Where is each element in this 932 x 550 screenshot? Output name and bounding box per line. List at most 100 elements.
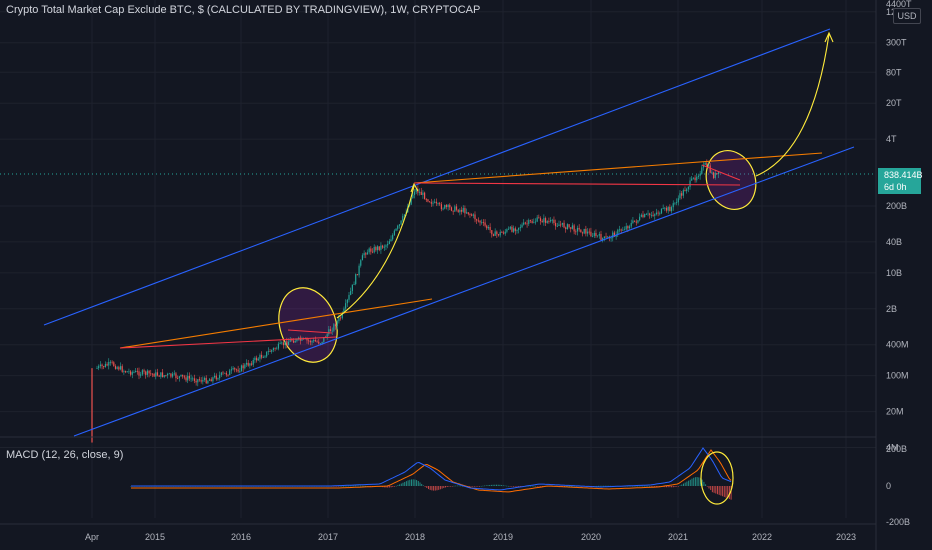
macd-histogram-bar xyxy=(722,486,724,497)
macd-histogram-bar xyxy=(570,485,572,487)
candle-body xyxy=(202,379,204,382)
candle-body xyxy=(714,173,716,178)
candle-body xyxy=(622,229,624,231)
macd-histogram-bar xyxy=(606,485,608,487)
candle-body xyxy=(551,219,553,221)
candle-body xyxy=(150,373,152,375)
candle-body xyxy=(175,373,177,379)
candle-body xyxy=(707,165,710,167)
candle-body xyxy=(138,371,140,376)
red-line-2018 xyxy=(413,182,741,186)
macd-histogram-bar xyxy=(694,477,696,486)
currency-badge[interactable]: USD xyxy=(893,8,921,24)
candle-body xyxy=(108,361,110,366)
candle-body xyxy=(408,204,411,207)
candle-body xyxy=(682,190,684,196)
candle-body xyxy=(190,378,192,380)
macd-histogram-bar xyxy=(390,486,392,488)
candle-body xyxy=(187,375,189,381)
candle-body xyxy=(492,234,495,236)
macd-histogram-bar xyxy=(674,486,676,488)
candle-body xyxy=(148,370,150,374)
candle-body xyxy=(504,231,506,234)
macd-histogram-bar xyxy=(448,486,450,487)
candle-body xyxy=(538,217,540,219)
macd-histogram-bar xyxy=(666,486,667,488)
macd-histogram-bar xyxy=(451,486,453,487)
candle-body xyxy=(471,214,473,216)
macd-histogram-bar xyxy=(428,486,429,490)
macd-histogram-bar xyxy=(677,486,679,487)
candle-body xyxy=(445,205,448,207)
macd-histogram-bar xyxy=(509,486,511,487)
candle-body xyxy=(153,373,155,377)
candle-body xyxy=(244,364,246,369)
candle-body xyxy=(356,274,358,276)
macd-histogram-bar xyxy=(638,485,640,487)
y-tick-label: 4M xyxy=(886,443,899,453)
macd-histogram-bar xyxy=(691,478,693,486)
candle-body xyxy=(363,253,365,256)
y-tick-label: 200B xyxy=(886,201,907,211)
macd-histogram-bar xyxy=(664,486,666,488)
candle-body xyxy=(670,207,673,212)
x-tick-label: Apr xyxy=(85,532,99,542)
candle-body xyxy=(274,348,276,350)
candle-body xyxy=(534,221,537,223)
macd-histogram-bar xyxy=(499,484,501,486)
candle-body xyxy=(466,212,468,214)
macd-histogram-bar xyxy=(501,485,503,486)
candle-body xyxy=(640,214,642,217)
candle-body xyxy=(558,224,560,226)
macd-histogram-bar xyxy=(473,486,475,487)
macd-tick-label: 0 xyxy=(886,481,891,491)
candle-body xyxy=(296,338,298,342)
macd-histogram-bar xyxy=(640,485,642,487)
candle-body xyxy=(158,375,160,377)
macd-histogram-bar xyxy=(363,485,365,487)
macd-histogram-bar xyxy=(514,486,516,487)
candle-body xyxy=(689,180,691,187)
candle-body xyxy=(701,167,703,174)
y-tick-label: 20T xyxy=(886,98,902,108)
macd-histogram-bar xyxy=(395,485,397,487)
last-price-tag: 838.414B 6d 0h xyxy=(878,168,923,194)
candle-body xyxy=(313,340,315,342)
candle-body xyxy=(634,220,636,222)
macd-title: MACD (12, 26, close, 9) xyxy=(6,449,124,461)
macd-histogram-bar xyxy=(412,479,414,486)
candle-body xyxy=(598,234,600,236)
candle-body xyxy=(501,231,503,233)
candle-body xyxy=(615,235,617,237)
macd-histogram-bar xyxy=(565,485,567,487)
macd-histogram-bar xyxy=(541,486,543,487)
candle-body xyxy=(252,359,254,365)
candle-body xyxy=(240,365,243,372)
candle-body xyxy=(565,227,567,230)
macd-histogram-bar xyxy=(705,484,707,486)
candle-body xyxy=(575,231,577,233)
macd-histogram-bar xyxy=(353,485,355,487)
macd-histogram-bar xyxy=(414,479,416,486)
macd-histogram-bar xyxy=(419,482,421,486)
candle-body xyxy=(597,235,599,237)
macd-histogram-bar xyxy=(715,486,717,494)
x-tick-label: 2016 xyxy=(231,532,251,542)
candle-body xyxy=(123,371,125,372)
candle-body xyxy=(420,191,422,195)
candle-body xyxy=(425,199,427,201)
candle-body xyxy=(645,214,647,215)
candle-body xyxy=(271,350,273,352)
candle-body xyxy=(524,222,526,224)
candle-body xyxy=(113,362,115,367)
macd-histogram-bar xyxy=(643,485,645,487)
candle-body xyxy=(514,228,516,231)
macd-histogram-bar xyxy=(711,486,713,493)
macd-histogram-bar xyxy=(511,486,513,487)
macd-histogram-bar xyxy=(516,486,518,487)
candle-body xyxy=(390,239,392,242)
candle-body xyxy=(499,231,501,236)
candle-body xyxy=(563,222,565,228)
macd-histogram-bar xyxy=(596,485,598,487)
